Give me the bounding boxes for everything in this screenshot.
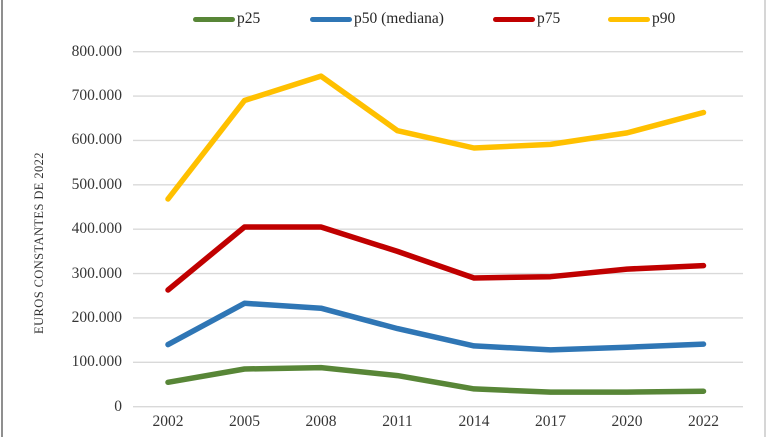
legend-label-p50: p50 (mediana) <box>354 10 444 27</box>
series-line-p25 <box>165 364 707 395</box>
legend-item-p25: p25 <box>193 10 260 28</box>
x-tick-label: 2014 <box>458 413 490 430</box>
legend-item-p50: p50 (mediana) <box>310 10 444 28</box>
y-tick-label: 800.000 <box>71 42 122 60</box>
x-tick-label: 2005 <box>229 413 260 430</box>
legend-label-p75: p75 <box>537 10 561 27</box>
y-tick-label: 500.000 <box>71 175 122 193</box>
legend-swatch-p75 <box>493 16 535 22</box>
x-tick-label: 2017 <box>535 413 566 430</box>
y-tick-label: 300.000 <box>71 264 122 282</box>
x-tick-label: 2002 <box>152 413 184 430</box>
legend-swatch-p90 <box>608 16 650 22</box>
series-line-p50 <box>165 300 707 353</box>
legend-swatch-p50 <box>310 16 352 22</box>
x-tick-label: 2008 <box>305 413 337 430</box>
y-tick-label: 400.000 <box>71 220 122 238</box>
legend-item-p90: p90 <box>608 10 675 28</box>
y-tick-label: 600.000 <box>71 131 122 149</box>
legend-item-p75: p75 <box>493 10 560 28</box>
chart-legend: p25 p50 (mediana) p75 p90 <box>0 0 777 34</box>
y-tick-label: 100.000 <box>71 353 122 371</box>
legend-swatch-p25 <box>193 16 235 22</box>
x-tick-label: 2011 <box>382 413 413 430</box>
page-left-border <box>1 0 3 437</box>
x-tick-label: 2020 <box>611 413 643 430</box>
y-tick-label: 200.000 <box>71 308 122 326</box>
series-line-p90 <box>165 73 707 202</box>
series-line-p75 <box>165 224 707 293</box>
legend-label-p90: p90 <box>652 10 676 27</box>
x-tick-label: 2022 <box>688 413 719 430</box>
page-right-border <box>764 0 766 437</box>
legend-label-p25: p25 <box>237 10 261 27</box>
y-tick-label: 700.000 <box>71 87 122 105</box>
y-tick-label: 0 <box>114 397 122 415</box>
